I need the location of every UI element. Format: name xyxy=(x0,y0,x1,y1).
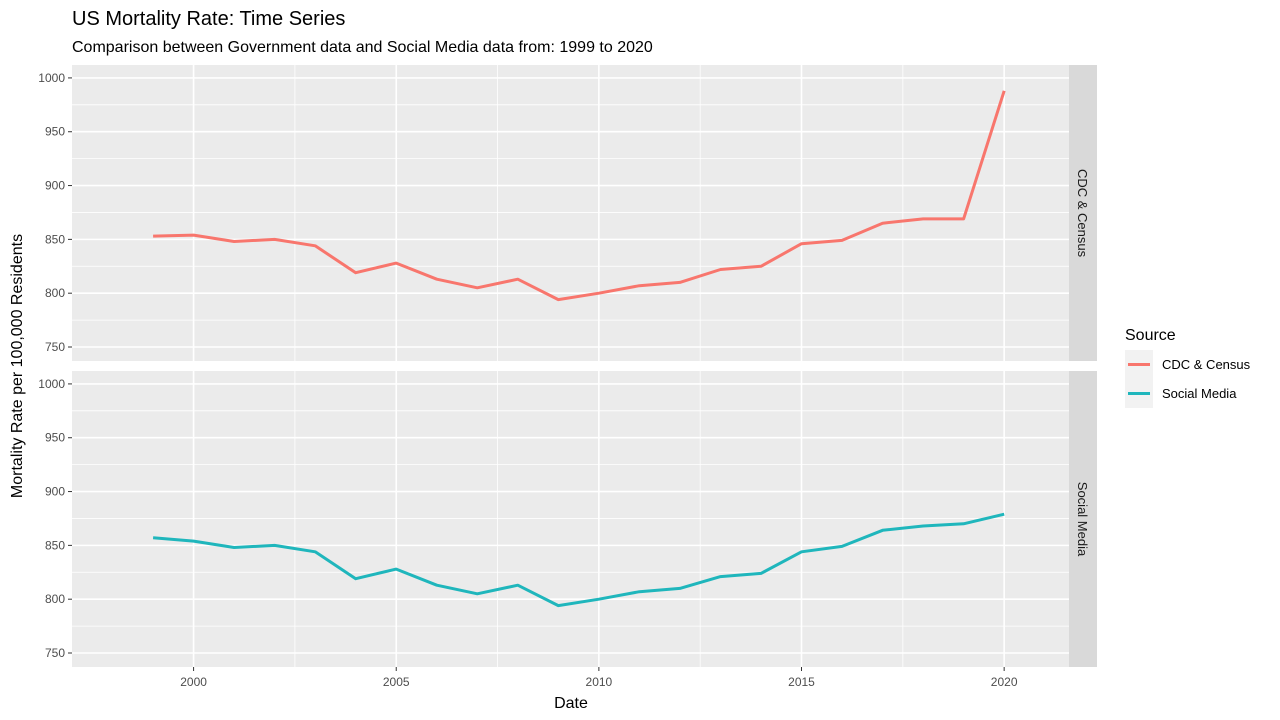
x-tick-label: 2020 xyxy=(991,675,1018,689)
legend-label: Social Media xyxy=(1162,386,1237,401)
y-tick-label: 950 xyxy=(45,431,65,445)
series-line-cdc-census xyxy=(153,90,1006,302)
x-tick-label: 2005 xyxy=(383,675,410,689)
x-tick-label: 2010 xyxy=(586,675,613,689)
legend-label: CDC & Census xyxy=(1162,357,1251,372)
y-axis-title: Mortality Rate per 100,000 Residents xyxy=(9,234,26,498)
legend-entry: CDC & Census xyxy=(1125,350,1251,379)
y-tick-label: 900 xyxy=(45,179,65,193)
chart-subtitle: Comparison between Government data and S… xyxy=(72,39,653,56)
series-line-social-media xyxy=(152,512,1005,608)
y-tick-label: 1000 xyxy=(38,71,65,85)
x-axis-title: Date xyxy=(554,695,588,712)
y-tick-label: 800 xyxy=(45,592,65,606)
facet-strip xyxy=(1069,65,1097,361)
y-tick-label: 950 xyxy=(45,125,65,139)
facet-panels: 750 800 850 900 950 1000 CDC & Census 750 800 850… xyxy=(38,65,1097,667)
y-tick-label: 800 xyxy=(45,286,65,300)
y-tick-label: 850 xyxy=(45,538,65,552)
x-axis: 2000 2005 2010 2015 2020 xyxy=(180,667,1018,689)
x-tick-label: 2015 xyxy=(788,675,815,689)
facet-strip xyxy=(1069,371,1097,667)
facet-strip-label: Social Media xyxy=(1075,482,1090,557)
legend-entry: Social Media xyxy=(1125,379,1237,408)
panel-background xyxy=(72,371,1069,667)
x-tick-label: 2000 xyxy=(180,675,207,689)
chart-title: US Mortality Rate: Time Series xyxy=(72,8,345,30)
y-tick-label: 1000 xyxy=(38,377,65,391)
facet-strip-label: CDC & Census xyxy=(1075,169,1090,258)
y-tick-label: 750 xyxy=(45,646,65,660)
y-tick-label: 850 xyxy=(45,232,65,246)
y-tick-label: 750 xyxy=(45,340,65,354)
y-tick-label: 900 xyxy=(45,485,65,499)
panel-social-media: 750 800 850 900 950 1000 Social Media xyxy=(38,371,1097,667)
legend-title: Source xyxy=(1125,327,1176,344)
panel-background xyxy=(72,65,1069,361)
legend: Source CDC & Census Social Media xyxy=(1125,327,1251,408)
panel-cdc-census: 750 800 850 900 950 1000 CDC & Census xyxy=(38,65,1097,361)
